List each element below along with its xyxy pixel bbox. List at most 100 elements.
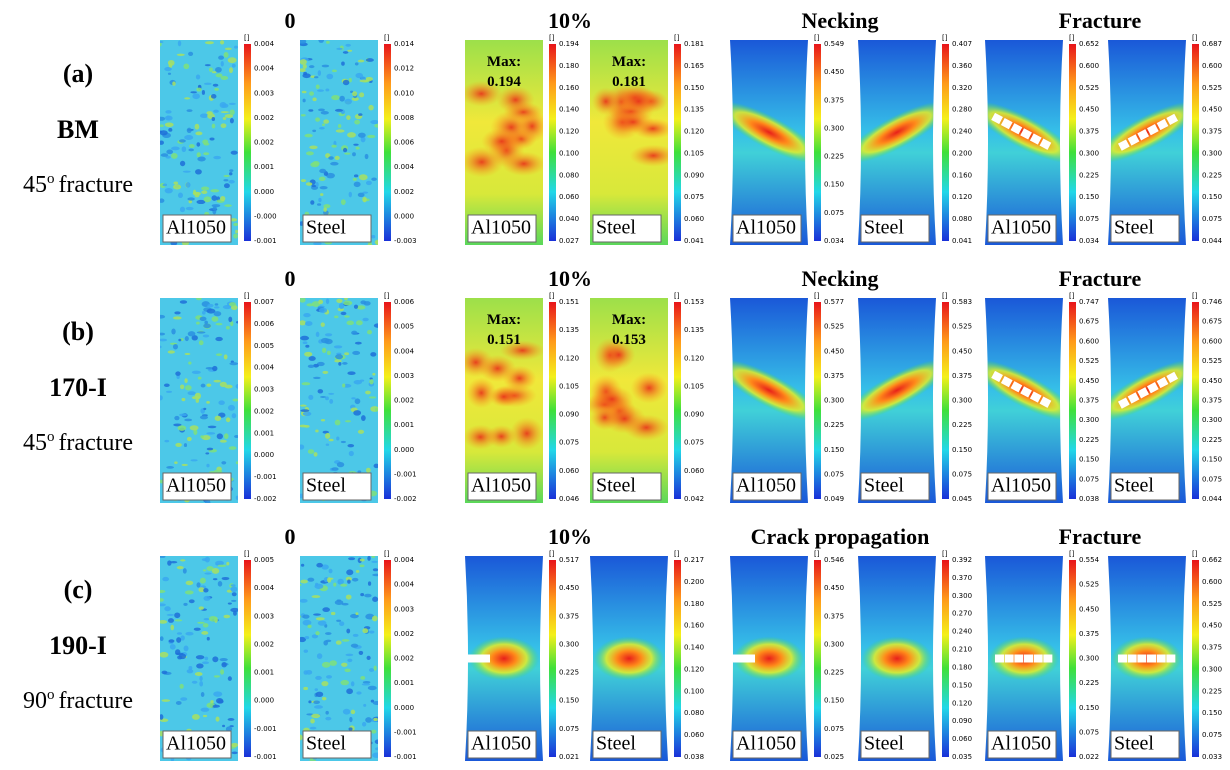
speckle — [236, 496, 239, 500]
colorbar-tick-label: 0.662 — [1202, 556, 1222, 564]
speckle — [199, 681, 203, 687]
speckle — [303, 687, 308, 690]
colorbar-tick-label: 0.014 — [394, 40, 415, 48]
speckle — [206, 111, 212, 115]
crack — [1128, 655, 1137, 663]
speckle — [213, 578, 217, 580]
colorbar-tick-label: 0.450 — [1202, 622, 1222, 630]
speckle — [335, 156, 340, 160]
colorbar-unit: [] — [1192, 34, 1198, 42]
speckle — [305, 636, 309, 639]
speckle — [198, 377, 202, 380]
colorbar-tick-label: 0.300 — [952, 592, 972, 600]
speckle — [209, 137, 214, 140]
speckle — [341, 199, 346, 205]
material: BM — [57, 115, 99, 144]
speckle — [224, 183, 230, 188]
colorbar-tick-label: 0.075 — [1202, 215, 1222, 223]
speckle — [306, 182, 312, 185]
hot-spot — [620, 87, 658, 116]
speckle — [322, 607, 330, 612]
speckle — [319, 127, 325, 129]
speckle — [349, 451, 354, 456]
speckle — [359, 174, 368, 180]
speckle — [175, 443, 182, 447]
speckle — [346, 569, 353, 575]
crack — [738, 655, 747, 663]
speckle — [325, 89, 329, 92]
speckle — [197, 156, 205, 161]
speckle — [159, 124, 164, 127]
crack — [1034, 655, 1043, 663]
colorbar-tick-label: 0.033 — [1202, 753, 1222, 761]
strain-map — [965, 40, 1083, 245]
colorbar-tick-label: 0.165 — [684, 62, 704, 70]
speckle — [166, 466, 174, 469]
colorbar — [1192, 44, 1199, 241]
colorbar-tick-label: 0.001 — [394, 679, 414, 687]
speckle — [346, 115, 350, 120]
colorbar-tick-label: 0.034 — [1079, 237, 1100, 245]
speckle — [355, 342, 362, 345]
speckle — [338, 124, 341, 128]
speckle — [351, 397, 355, 399]
speckle — [316, 84, 320, 89]
speckle — [218, 581, 223, 587]
angle: 45 — [23, 172, 47, 198]
colorbar-tick-label: 0.002 — [394, 655, 414, 663]
speckle — [360, 565, 365, 568]
speckle — [171, 329, 175, 335]
speckle — [349, 192, 352, 198]
colorbar-tick-label: 0.006 — [394, 139, 415, 147]
speckle — [211, 94, 217, 99]
speckle — [373, 718, 378, 721]
speckle — [201, 708, 210, 712]
hot-spot — [463, 425, 498, 450]
speckle — [212, 195, 218, 201]
speckle — [207, 448, 213, 451]
stage-title: 10% — [548, 524, 592, 549]
speckle — [205, 452, 209, 454]
stage-title: 0 — [285, 8, 296, 33]
speckle — [233, 234, 238, 239]
speckle — [311, 714, 320, 718]
speckle — [375, 739, 381, 744]
speckle — [316, 617, 325, 620]
specimen-label: Al1050 — [166, 217, 226, 239]
colorbar-tick-label: 0.049 — [824, 495, 844, 503]
colorbar-tick-label: 0.280 — [952, 106, 972, 114]
speckle — [166, 391, 172, 393]
speckle — [347, 132, 356, 137]
speckle — [199, 340, 204, 345]
strain-map — [298, 296, 382, 503]
speckle — [371, 177, 377, 180]
speckle — [182, 146, 187, 152]
speckle — [188, 666, 192, 670]
speckle — [202, 140, 208, 145]
hot-spot — [460, 147, 504, 178]
speckle — [186, 182, 191, 188]
speckle — [190, 425, 199, 430]
speckle — [167, 560, 171, 565]
hot-spot — [603, 404, 646, 434]
speckle — [308, 356, 315, 361]
speckle — [200, 578, 206, 584]
speckle — [236, 461, 240, 464]
crack — [1014, 655, 1023, 663]
colorbar-tick-label: 0.300 — [1079, 655, 1099, 663]
speckle — [347, 580, 351, 584]
colorbar-tick-label: 0.000 — [254, 188, 274, 196]
speckle — [203, 588, 208, 592]
stage-title: 0 — [285, 266, 296, 291]
speckle — [308, 109, 313, 111]
speckle — [358, 113, 362, 116]
speckle — [372, 597, 378, 602]
crack — [1118, 655, 1127, 663]
colorbar-tick-label: 0.320 — [952, 84, 972, 92]
hot-spot — [630, 145, 678, 167]
specimen-label: Steel — [864, 475, 904, 497]
speckle — [226, 417, 230, 422]
colorbar-tick-label: 0.150 — [824, 697, 844, 705]
colorbar-tick-label: -0.001 — [254, 237, 277, 245]
colorbar-tick-label: 0.135 — [559, 326, 579, 334]
